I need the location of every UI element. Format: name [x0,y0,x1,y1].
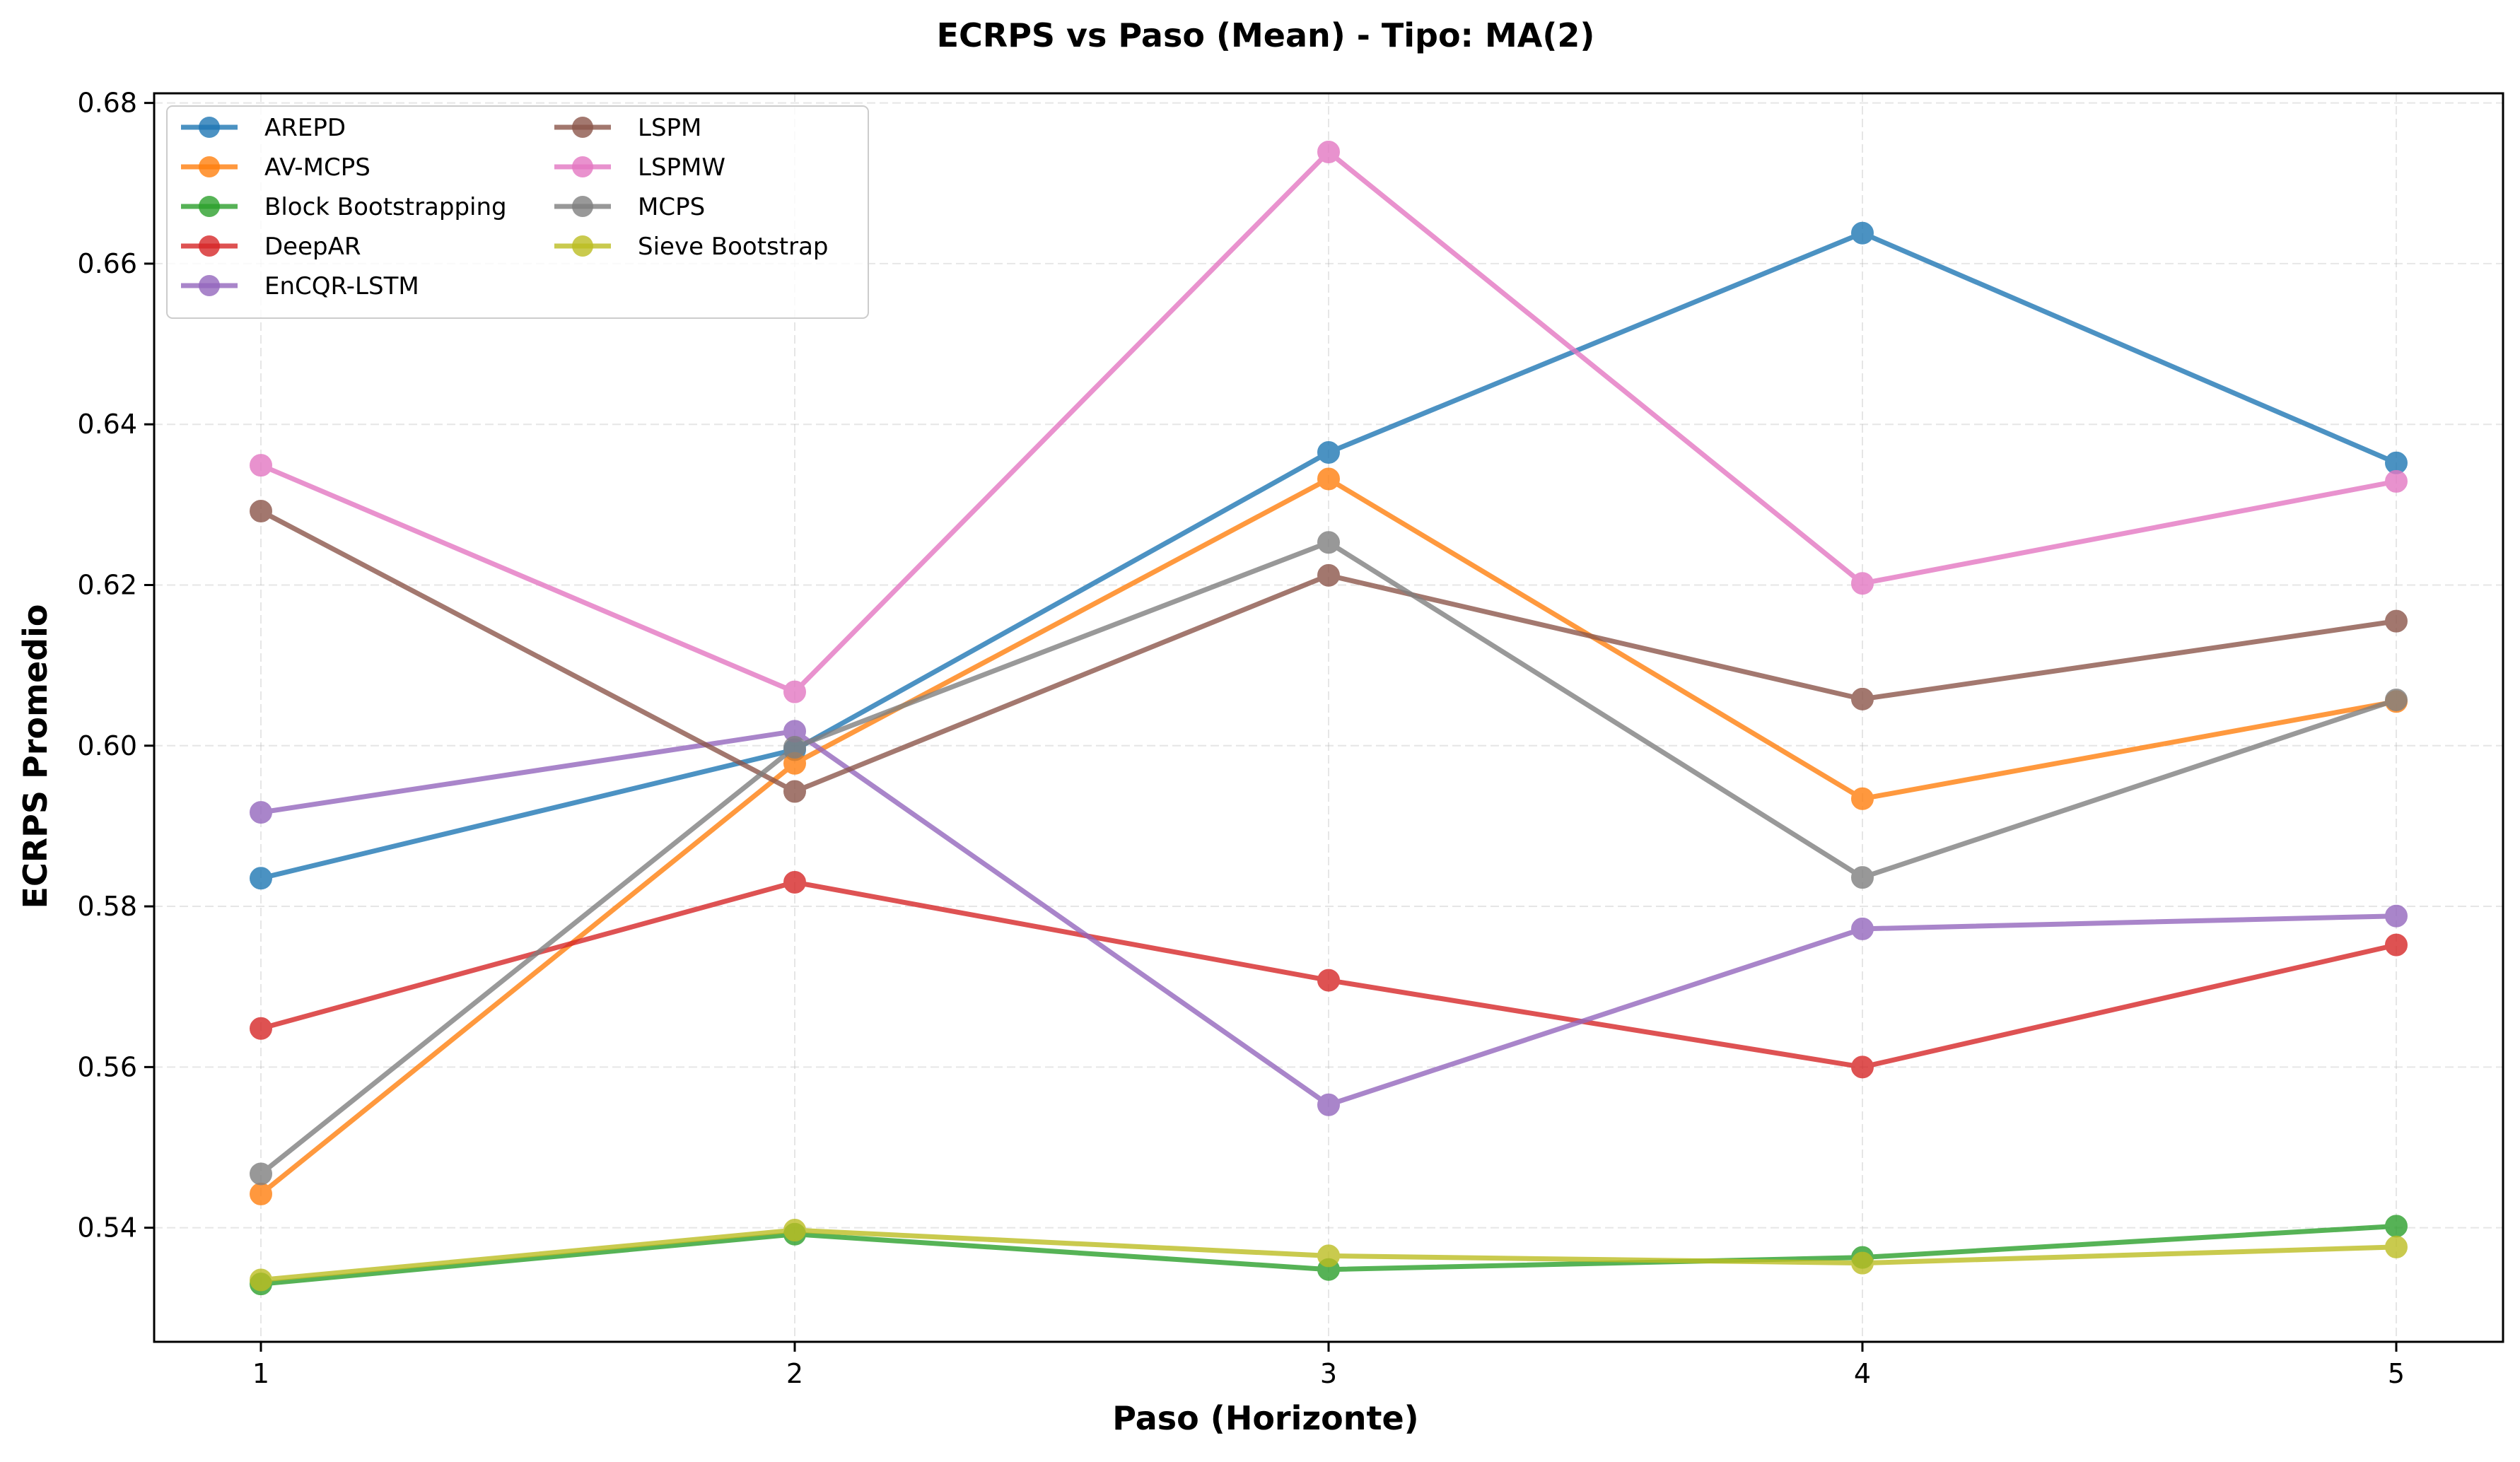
data-point [1851,787,1874,810]
y-tick-label: 0.60 [77,730,137,761]
x-axis-label: Paso (Horizonte) [1112,1399,1418,1437]
y-tick-label: 0.54 [77,1212,137,1244]
legend-label: EnCQR-LSTM [264,272,419,300]
chart-title: ECRPS vs Paso (Mean) - Tipo: MA(2) [937,16,1595,54]
y-tick-label: 0.62 [77,569,137,600]
legend-swatch-marker [199,196,220,217]
legend-label: MCPS [638,193,705,221]
data-point [250,867,272,890]
data-point [2385,933,2408,957]
data-point [783,870,806,894]
data-point [783,780,806,803]
legend-item[interactable]: Block Bootstrapping [181,193,507,221]
data-point [1851,917,1874,940]
data-point [1851,866,1874,889]
legend-label: Sieve Bootstrap [638,233,829,261]
legend-swatch-marker [572,156,593,177]
data-point [1851,221,1874,245]
data-point [250,1182,272,1205]
legend-swatch-marker [572,117,593,138]
data-point [783,680,806,703]
axes: 1 2 3 4 5 0.54 0.56 0.58 0.60 0.62 0.64 0.66 0.68 [77,88,2504,1389]
legend-label: AREPD [264,114,346,142]
legend-swatch-marker [572,196,593,217]
data-point [1851,1251,1874,1275]
data-point [783,736,806,759]
data-point [1317,563,1340,587]
data-point [2385,609,2408,633]
legend[interactable]: AREPD AV-MCPS Block Bootstrapping DeepAR EnC… [166,105,869,319]
x-tick-label: 2 [786,1358,803,1389]
legend-box [166,105,869,319]
data-point [250,801,272,824]
data-point [250,499,272,522]
data-point [2385,1215,2408,1238]
legend-item[interactable]: AREPD [181,114,346,142]
series-encqr-lstm [250,720,2408,1116]
data-point [1317,1093,1340,1116]
data-point [1851,1055,1874,1079]
series-deepar [250,870,2408,1079]
data-point [1317,969,1340,992]
series-arepd [250,221,2408,890]
legend-label: LSPM [638,114,701,142]
data-point [2385,904,2408,928]
data-point [1317,1244,1340,1268]
series-lspmw [250,140,2408,703]
legend-item[interactable]: AV-MCPS [181,153,371,182]
legend-label: DeepAR [264,233,361,261]
legend-label: LSPMW [638,153,725,182]
legend-swatch-marker [199,275,220,296]
data-point [1851,572,1874,595]
legend-item[interactable]: LSPMW [554,153,725,182]
data-point [250,1162,272,1186]
y-tick-label: 0.68 [77,88,137,119]
data-point [1317,440,1340,464]
x-tick-label: 3 [1320,1358,1337,1389]
data-point [250,1017,272,1040]
series-lspm [250,499,2408,803]
y-tick-label: 0.66 [77,248,137,279]
legend-swatch-marker [199,235,220,257]
data-point [1851,687,1874,710]
legend-item[interactable]: LSPM [554,114,701,142]
series-sieve-bootstrap [250,1219,2408,1292]
legend-item[interactable]: MCPS [554,193,705,221]
data-point [1317,140,1340,163]
legend-swatch-marker [199,156,220,177]
legend-label: AV-MCPS [264,153,371,182]
data-point [2385,469,2408,493]
data-point [2385,688,2408,711]
data-point [250,1268,272,1292]
series-group [250,140,2408,1296]
y-tick-label: 0.56 [77,1051,137,1082]
y-tick-label: 0.64 [77,409,137,440]
x-tick-label: 4 [1854,1358,1871,1389]
data-point [783,1219,806,1242]
series-mcps [250,531,2408,1186]
data-point [250,454,272,477]
data-point [2385,1235,2408,1258]
legend-item[interactable]: DeepAR [181,233,361,261]
x-tick-label: 5 [2388,1358,2405,1389]
legend-swatch-marker [199,117,220,138]
legend-swatch-marker [572,235,593,257]
legend-item[interactable]: EnCQR-LSTM [181,272,419,300]
y-tick-label: 0.58 [77,891,137,922]
x-tick-label: 1 [252,1358,269,1389]
data-point [1317,467,1340,491]
y-axis-label: ECRPS Promedio [16,604,54,909]
legend-item[interactable]: Sieve Bootstrap [554,233,829,261]
data-point [1317,531,1340,554]
legend-label: Block Bootstrapping [264,193,507,221]
